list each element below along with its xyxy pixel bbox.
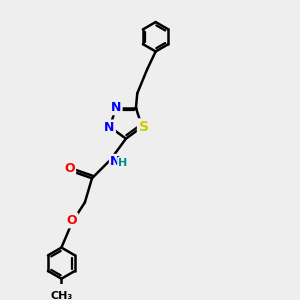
Text: N: N bbox=[111, 101, 121, 114]
Text: N: N bbox=[110, 155, 121, 168]
Text: O: O bbox=[64, 162, 75, 176]
Text: CH₃: CH₃ bbox=[50, 291, 73, 300]
Text: H: H bbox=[118, 158, 128, 168]
Text: S: S bbox=[139, 120, 148, 134]
Text: O: O bbox=[66, 214, 77, 227]
Text: N: N bbox=[104, 121, 114, 134]
